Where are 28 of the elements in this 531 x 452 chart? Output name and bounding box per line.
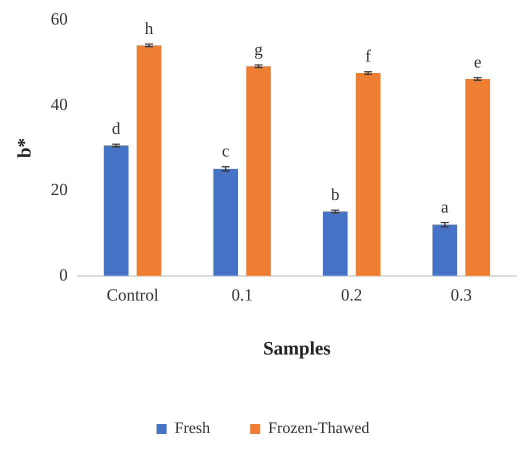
bar [465, 78, 490, 276]
data-label: d [112, 119, 121, 138]
y-tick-label: 20 [50, 180, 68, 200]
y-axis-title: b* [14, 138, 36, 158]
data-label: e [474, 52, 482, 72]
legend-label: Fresh [174, 420, 210, 438]
bar [213, 168, 238, 276]
data-label: f [365, 46, 372, 66]
data-label: a [441, 198, 450, 217]
bar [322, 211, 348, 276]
bar [356, 73, 380, 276]
x-axis-title: Samples [263, 338, 331, 360]
data-label: g [254, 40, 264, 59]
data-label: b [330, 185, 340, 204]
x-tick-label: 0.2 [341, 285, 362, 304]
bar [136, 45, 162, 276]
legend-label: Frozen-Thawed [268, 420, 370, 438]
data-label: h [144, 19, 154, 38]
x-tick-label: 0.3 [450, 285, 472, 304]
y-tick-label: 40 [50, 94, 68, 114]
data-label: c [222, 142, 230, 161]
y-tick-label: 60 [50, 10, 68, 29]
y-tick-label: 0 [59, 265, 68, 284]
bar [246, 66, 271, 276]
bar [104, 145, 128, 276]
x-tick-label: 0.1 [232, 285, 253, 304]
bar [432, 224, 458, 276]
x-tick-label: Control [106, 285, 159, 304]
